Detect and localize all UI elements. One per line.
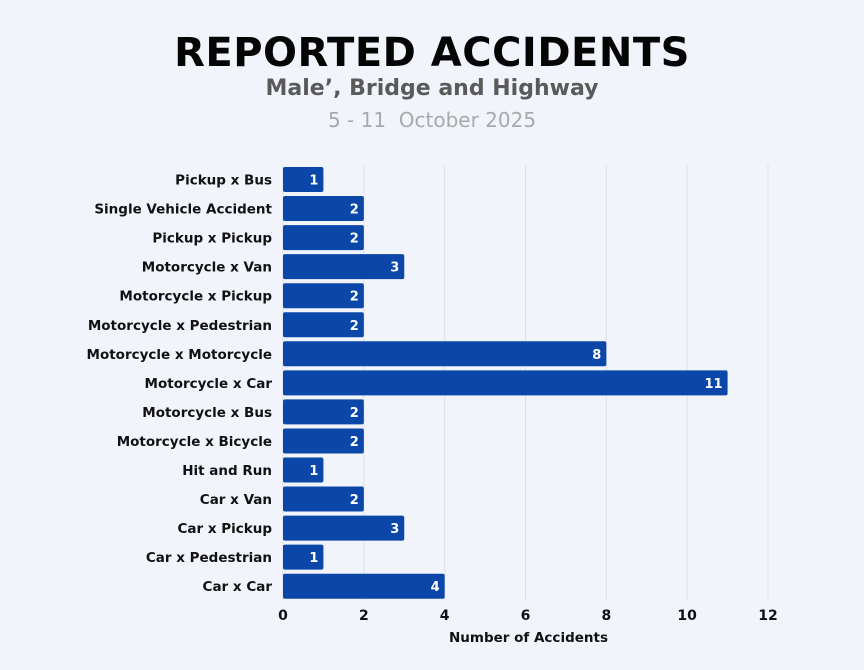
bar (283, 573, 445, 599)
data-label: 1 (309, 464, 318, 479)
category-label: Motorcycle x Pickup (119, 289, 272, 305)
category-label: Motorcycle x Pedestrian (88, 318, 272, 334)
x-tick-label: 2 (359, 608, 369, 624)
category-label: Motorcycle x Bus (142, 405, 272, 421)
data-label: 2 (350, 232, 359, 247)
bar (283, 370, 728, 396)
x-tick-label: 4 (440, 608, 450, 624)
bar (283, 428, 364, 454)
category-label: Car x Van (200, 492, 272, 508)
data-label: 4 (431, 580, 440, 595)
category-label: Single Vehicle Accident (94, 202, 272, 218)
data-label: 1 (309, 174, 318, 189)
bar (283, 544, 324, 570)
category-label: Pickup x Pickup (152, 231, 272, 247)
category-label: Car x Car (203, 579, 273, 595)
x-tick-label: 8 (601, 608, 611, 624)
data-label: 2 (350, 435, 359, 450)
data-label: 2 (350, 290, 359, 305)
chart-subtitle: Male’, Bridge and Highway (265, 76, 599, 101)
x-axis-title: Number of Accidents (449, 630, 608, 646)
data-label: 11 (704, 377, 722, 392)
data-label: 3 (390, 522, 399, 537)
category-label: Motorcycle x Bicycle (117, 434, 272, 450)
data-label: 2 (350, 493, 359, 508)
category-label: Pickup x Bus (175, 173, 272, 189)
category-label: Motorcycle x Car (145, 376, 273, 392)
data-label: 2 (350, 203, 359, 218)
x-tick-label: 0 (278, 608, 288, 624)
data-label: 1 (309, 551, 318, 566)
bar (283, 399, 364, 425)
bar (283, 254, 405, 280)
x-tick-label: 12 (758, 608, 777, 624)
bar (283, 196, 364, 222)
category-label: Motorcycle x Motorcycle (87, 347, 272, 363)
bar (283, 515, 405, 541)
data-label: 3 (390, 261, 399, 276)
bar (283, 283, 364, 309)
data-label: 2 (350, 319, 359, 334)
bar (283, 167, 324, 192)
x-tick-label: 6 (521, 608, 531, 624)
bar (283, 457, 324, 483)
bar (283, 312, 364, 338)
chart-title: REPORTED ACCIDENTS (174, 30, 690, 76)
category-label: Hit and Run (182, 463, 272, 479)
data-label: 2 (350, 406, 359, 421)
date-range: 5 - 11 October 2025 (327, 108, 537, 132)
category-label: Car x Pickup (177, 521, 272, 537)
x-tick-label: 10 (677, 608, 697, 624)
bar (283, 486, 364, 512)
data-label: 8 (592, 348, 601, 363)
bar (283, 341, 607, 367)
bar (283, 225, 364, 251)
category-label: Car x Pedestrian (146, 550, 272, 566)
category-label: Motorcycle x Van (142, 260, 272, 276)
